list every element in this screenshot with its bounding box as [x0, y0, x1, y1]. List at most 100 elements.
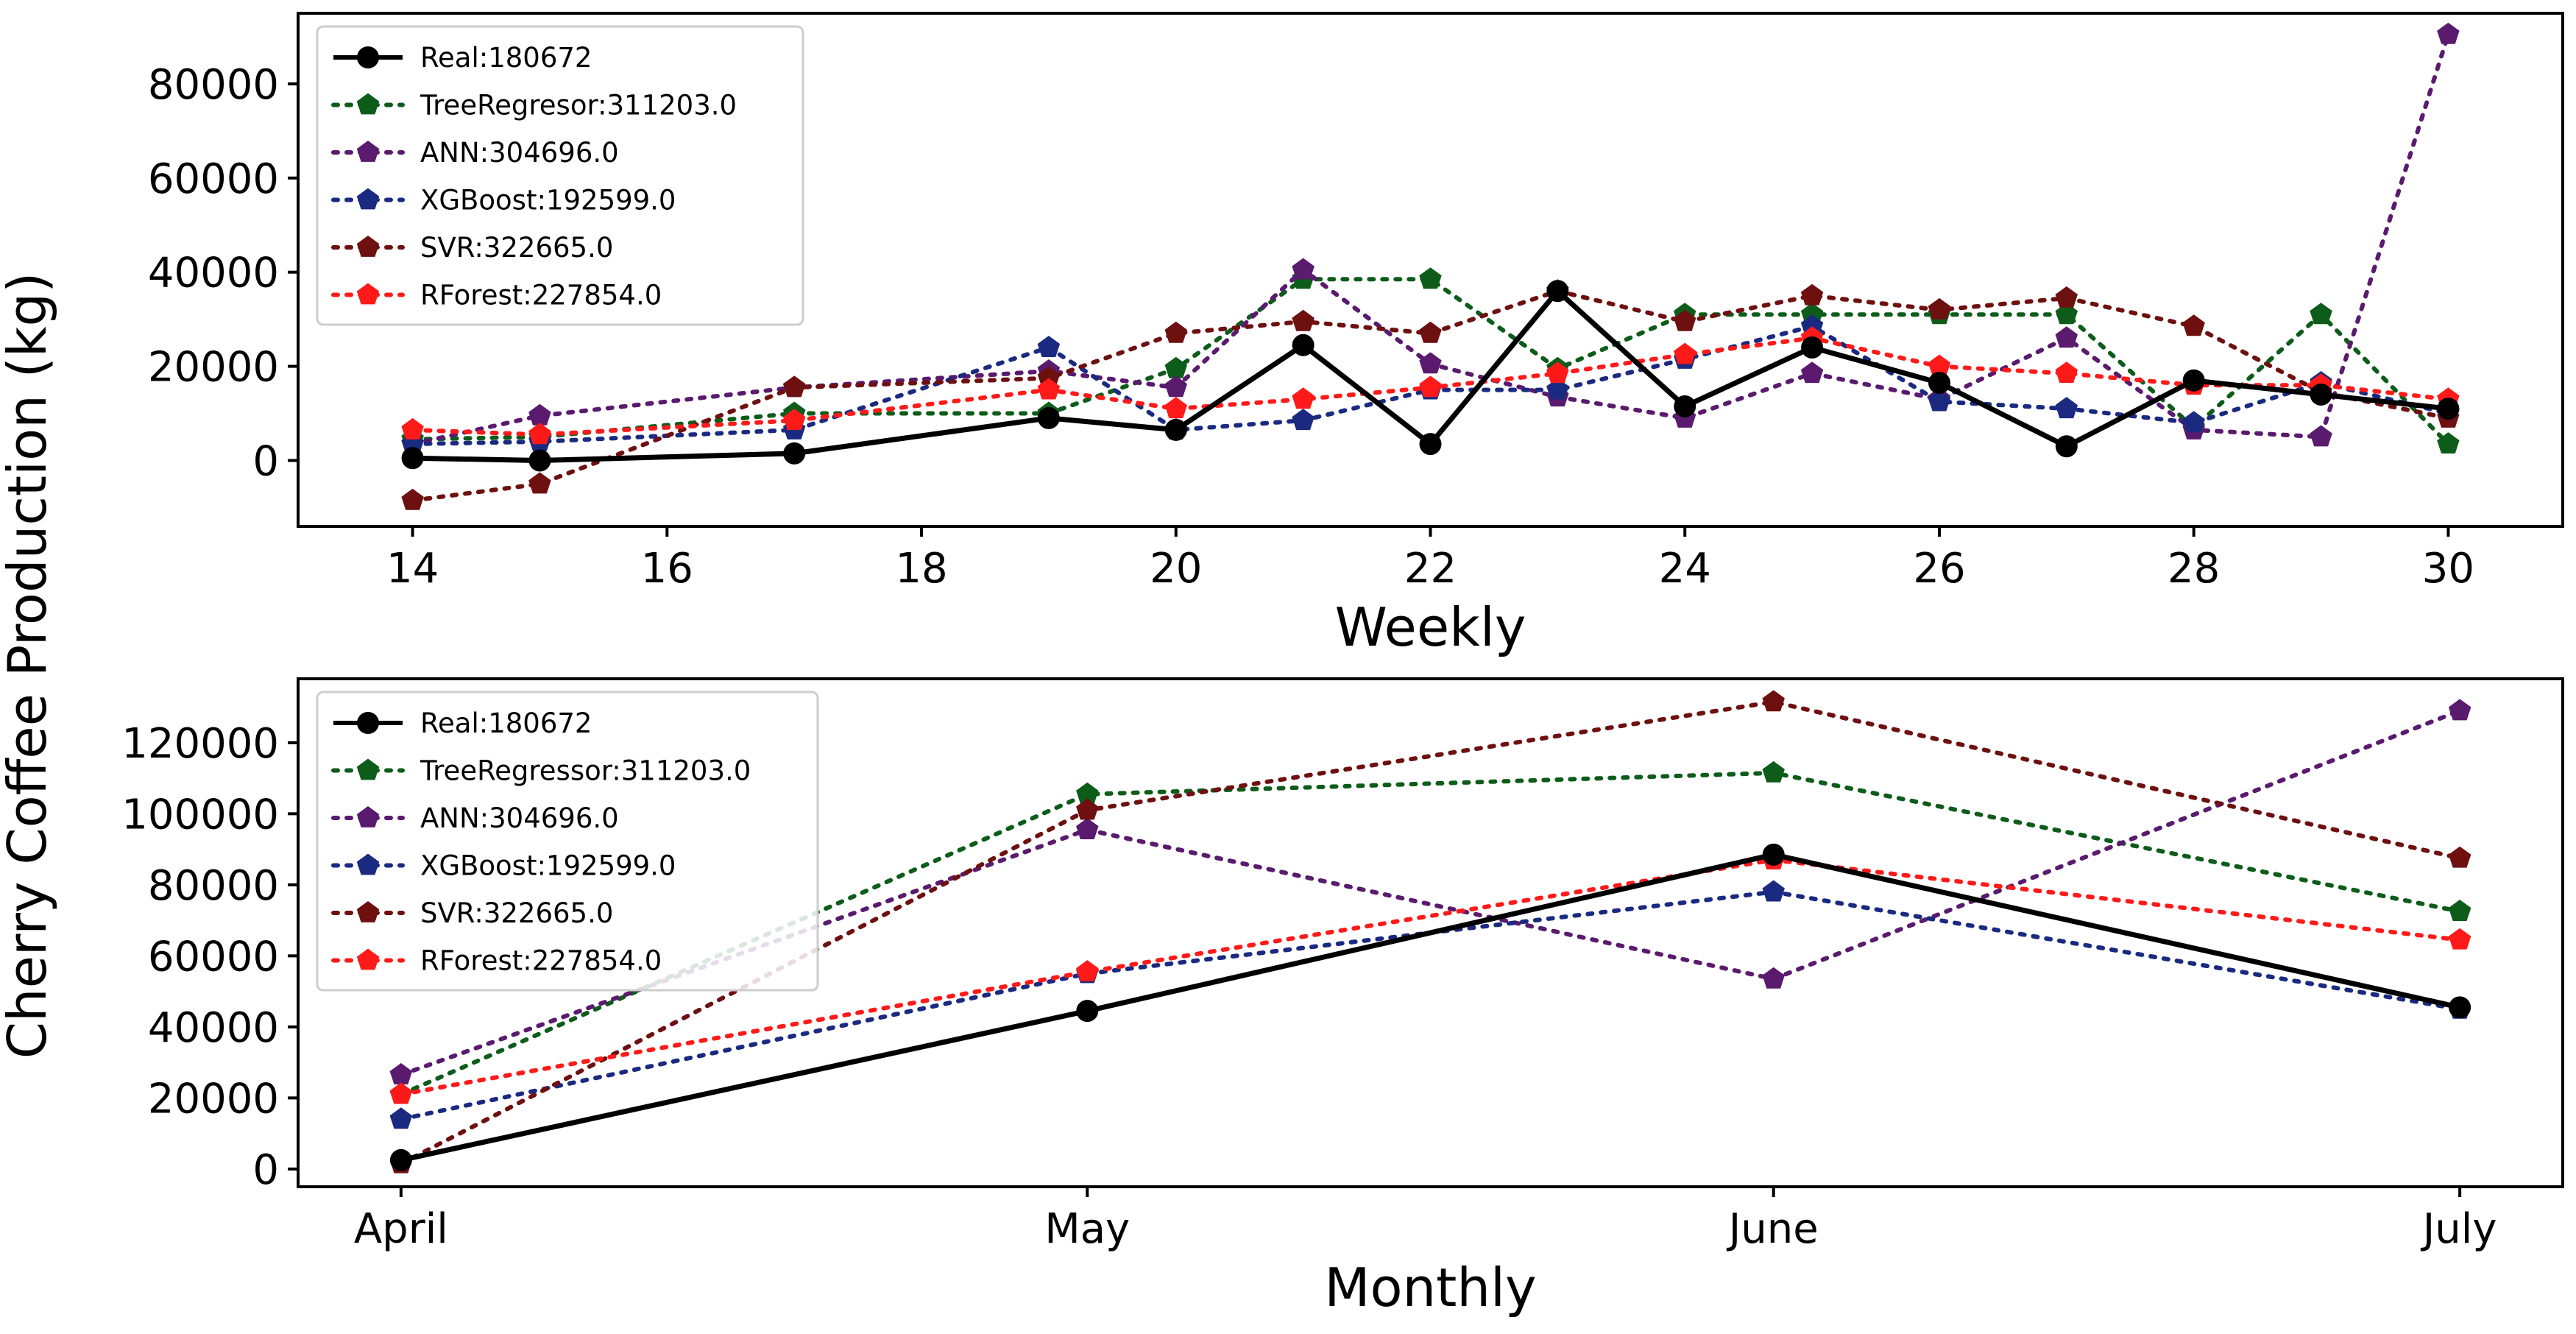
- weekly-ytick-label: 0: [252, 437, 279, 485]
- weekly-data-point-xgb: [1292, 409, 1314, 431]
- monthly-data-point-ann: [2448, 699, 2471, 721]
- weekly-data-point-rforest: [1419, 375, 1442, 398]
- weekly-legend-marker-xgb: [356, 188, 380, 210]
- monthly-data-point-xgb: [1762, 880, 1785, 902]
- weekly-legend-label-svr: SVR:322665.0: [420, 232, 613, 264]
- monthly-data-point-svr: [2448, 846, 2471, 868]
- monthly-data-point-real: [1762, 843, 1785, 866]
- weekly-data-point-rforest: [1674, 342, 1696, 364]
- monthly-data-point-real: [389, 1148, 412, 1171]
- monthly-data-point-rforest: [1076, 960, 1099, 981]
- weekly-data-point-ann: [528, 403, 551, 426]
- weekly-data-point-svr: [1292, 309, 1314, 331]
- weekly-xtick-label: 28: [2168, 545, 2220, 593]
- monthly-x-axis-label: Monthly: [1324, 1257, 1536, 1319]
- weekly-data-point-svr: [401, 488, 424, 510]
- weekly-data-point-svr: [1674, 309, 1696, 331]
- weekly-legend-marker-rforest: [356, 283, 380, 305]
- weekly-legend-box: [316, 25, 804, 326]
- monthly-ytick-label: 100000: [121, 791, 279, 839]
- weekly-xtick-label: 26: [1913, 545, 1965, 593]
- monthly-data-point-real: [2449, 996, 2471, 1019]
- weekly-data-point-real: [1419, 433, 1442, 456]
- monthly-legend-marker-rforest: [356, 948, 380, 970]
- weekly-legend-label-xgb: XGBoost:192599.0: [420, 185, 676, 216]
- monthly-data-point-tree: [1076, 782, 1099, 804]
- monthly-data-point-xgb: [389, 1107, 413, 1129]
- monthly-data-point-tree: [1762, 760, 1785, 783]
- weekly-data-point-svr: [528, 472, 551, 494]
- monthly-data-point-svr: [1762, 690, 1785, 712]
- weekly-data-point-rforest: [1928, 354, 1951, 376]
- weekly-chart: 0 20000 40000 60000 80000 14 16 18 20 22 24 26 28 30 W…: [148, 12, 2564, 658]
- weekly-legend: Real:180672 TreeRegresor:311203.0 ANN:3046…: [316, 25, 804, 326]
- weekly-legend-label-tree: TreeRegresor:311203.0: [420, 90, 737, 121]
- weekly-x-axis-label: Weekly: [1335, 596, 1526, 658]
- monthly-legend-label-xgb: XGBoost:192599.0: [420, 850, 676, 882]
- weekly-series-rforest: [401, 326, 2460, 445]
- monthly-series-ann: [389, 699, 2471, 1084]
- monthly-data-point-ann: [1076, 818, 1099, 839]
- weekly-legend-label-ann: ANN:304696.0: [420, 137, 619, 169]
- monthly-xtick-label: July: [2421, 1205, 2497, 1253]
- weekly-data-point-rforest: [1037, 378, 1061, 400]
- weekly-data-point-svr: [1419, 321, 1442, 343]
- weekly-data-point-tree: [2055, 303, 2078, 325]
- monthly-data-point-real: [1076, 1000, 1099, 1023]
- monthly-ytick-label: 80000: [148, 862, 279, 910]
- weekly-data-point-rforest: [783, 409, 806, 431]
- monthly-legend-marker-tree: [356, 758, 380, 780]
- weekly-legend-marker-tree: [356, 93, 380, 115]
- monthly-ytick-label: 0: [252, 1146, 279, 1194]
- weekly-data-point-real: [401, 447, 424, 470]
- monthly-ytick-label: 40000: [148, 1004, 279, 1052]
- weekly-xtick-label: 18: [895, 545, 947, 593]
- weekly-legend-label-real: Real:180672: [420, 42, 592, 74]
- weekly-legend-marker-real: [357, 46, 379, 68]
- monthly-legend-label-svr: SVR:322665.0: [420, 897, 613, 929]
- weekly-data-point-xgb: [1928, 389, 1951, 412]
- weekly-data-point-tree: [2310, 303, 2332, 325]
- monthly-plot-frame: [297, 677, 2564, 1188]
- weekly-legend-marker-svr: [356, 236, 380, 257]
- weekly-series-real: [401, 280, 2460, 472]
- y-axis-label: Cherry Coffee Production (kg): [0, 272, 58, 1059]
- weekly-data-point-rforest: [401, 417, 424, 440]
- weekly-data-point-svr: [2182, 314, 2205, 336]
- monthly-legend-marker-real: [357, 712, 379, 734]
- weekly-data-point-svr: [1928, 297, 1951, 320]
- weekly-data-point-real: [2437, 398, 2460, 420]
- weekly-data-point-ann: [2437, 22, 2460, 44]
- weekly-xtick-label: 24: [1659, 545, 1711, 593]
- weekly-data-point-svr: [1800, 283, 1824, 306]
- weekly-data-point-real: [783, 442, 806, 465]
- monthly-legend-marker-ann: [356, 806, 380, 827]
- weekly-data-point-real: [1674, 395, 1696, 417]
- weekly-data-point-rforest: [1164, 397, 1187, 419]
- monthly-ytick-label: 120000: [121, 720, 279, 768]
- weekly-data-point-real: [1928, 371, 1950, 394]
- monthly-series-real: [389, 843, 2471, 1171]
- weekly-xtick-label: 16: [641, 545, 693, 593]
- weekly-data-point-rforest: [1292, 387, 1314, 409]
- weekly-data-point-real: [1292, 334, 1314, 356]
- monthly-xtick-label: May: [1044, 1205, 1130, 1253]
- monthly-legend-label-ann: ANN:304696.0: [420, 802, 619, 834]
- weekly-data-point-tree: [1164, 356, 1187, 378]
- weekly-legend-marker-ann: [356, 141, 380, 162]
- monthly-data-point-ann: [1762, 967, 1785, 989]
- weekly-data-point-real: [1801, 336, 1824, 359]
- monthly-legend-label-tree: TreeRegressor:311203.0: [420, 755, 751, 787]
- monthly-series-line-real: [400, 852, 2460, 1163]
- monthly-ytick-label: 60000: [148, 933, 279, 981]
- weekly-data-point-svr: [2055, 286, 2078, 308]
- monthly-xtick-label: June: [1727, 1205, 1819, 1253]
- weekly-data-point-xgb: [2182, 411, 2205, 433]
- monthly-data-point-rforest: [2448, 928, 2471, 950]
- monthly-xtick-label: April: [354, 1205, 448, 1253]
- weekly-ytick-label: 60000: [148, 155, 279, 203]
- weekly-data-point-xgb: [2055, 397, 2078, 419]
- weekly-data-point-rforest: [1546, 361, 1569, 384]
- weekly-ytick-label: 80000: [148, 61, 279, 109]
